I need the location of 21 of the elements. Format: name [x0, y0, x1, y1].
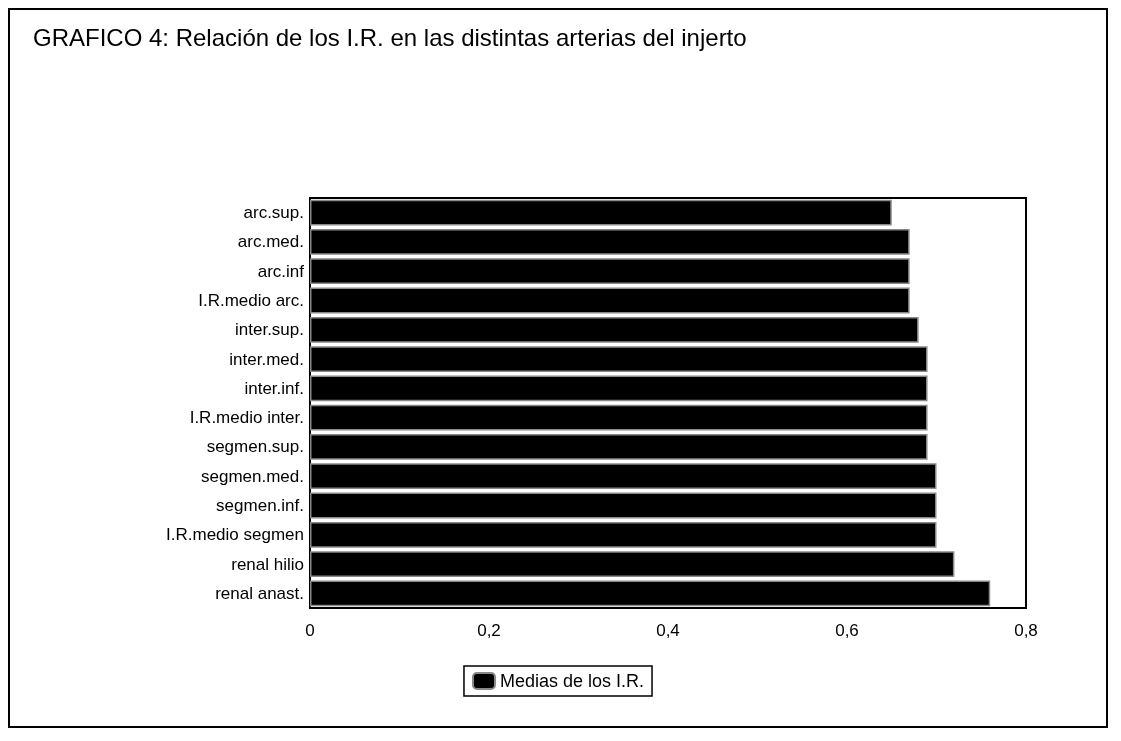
y-tick-label: segmen.med. [201, 466, 304, 486]
x-tick-label: 0,8 [1014, 621, 1038, 640]
y-tick-label: inter.inf. [244, 378, 304, 398]
x-tick-label: 0,6 [835, 621, 859, 640]
y-tick-label: inter.med. [229, 349, 304, 369]
y-tick-label: arc.sup. [243, 203, 304, 223]
y-tick-label: arc.med. [237, 232, 304, 252]
y-tick-label: I.R.medio inter. [189, 408, 304, 428]
y-tick-label: I.R.medio segmen [166, 525, 304, 545]
chart-title: GRAFICO 4: Relación de los I.R. en las distintas arterias del injerto [33, 23, 747, 51]
y-tick-label: segmen.sup. [206, 437, 304, 457]
y-tick-label: renal anast. [215, 583, 304, 603]
x-tick-label: 0,4 [656, 621, 680, 640]
y-tick-label: I.R.medio arc. [198, 291, 304, 310]
y-tick-label: segmen.inf. [216, 496, 304, 515]
x-tick-label: 0 [305, 621, 315, 640]
y-tick-label: arc.inf [257, 261, 305, 281]
x-tick-label: 0,2 [477, 621, 501, 640]
legend-label: Medias de los I.R. [499, 671, 645, 691]
y-tick-label: inter.sup. [235, 320, 304, 340]
y-tick-label: renal hilio [231, 554, 304, 574]
